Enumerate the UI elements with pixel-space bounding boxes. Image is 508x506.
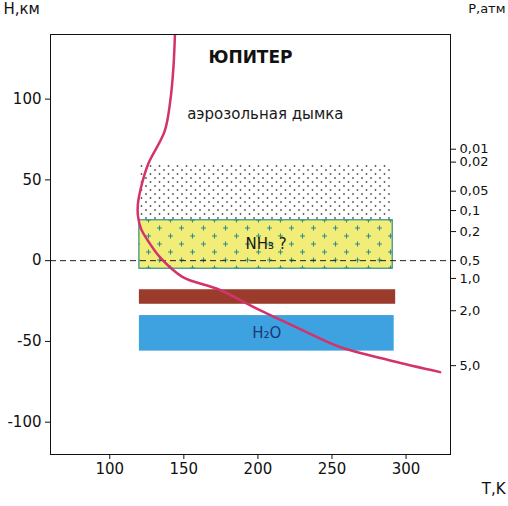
svg-text:150: 150 <box>170 460 199 478</box>
svg-text:T,K: T,K <box>481 480 507 497</box>
svg-text:2,0: 2,0 <box>460 303 481 318</box>
svg-text:NH₃ ?: NH₃ ? <box>245 235 286 253</box>
svg-text:0: 0 <box>32 251 42 269</box>
svg-text:H,км: H,км <box>4 0 40 18</box>
svg-text:-100: -100 <box>7 413 41 431</box>
svg-text:0,05: 0,05 <box>460 183 489 198</box>
svg-text:0,02: 0,02 <box>460 154 489 169</box>
svg-text:200: 200 <box>244 460 273 478</box>
svg-text:P,атм: P,атм <box>468 1 505 16</box>
svg-text:100: 100 <box>13 90 42 108</box>
svg-text:-50: -50 <box>17 332 42 350</box>
svg-text:0,01: 0,01 <box>459 141 489 157</box>
svg-text:аэрозольная дымка: аэрозольная дымка <box>187 105 343 123</box>
svg-text:250: 250 <box>318 460 347 478</box>
svg-text:5,0: 5,0 <box>460 358 481 373</box>
svg-text:1,0: 1,0 <box>460 271 481 286</box>
svg-text:H₂O: H₂O <box>252 324 281 342</box>
svg-text:300: 300 <box>392 460 421 478</box>
svg-text:50: 50 <box>22 171 41 189</box>
svg-text:0,1: 0,1 <box>460 203 481 218</box>
svg-text:100: 100 <box>95 460 124 478</box>
svg-text:0,5: 0,5 <box>460 253 481 268</box>
svg-text:ЮПИТЕР: ЮПИТЕР <box>208 47 292 67</box>
svg-text:0,2: 0,2 <box>460 224 481 239</box>
